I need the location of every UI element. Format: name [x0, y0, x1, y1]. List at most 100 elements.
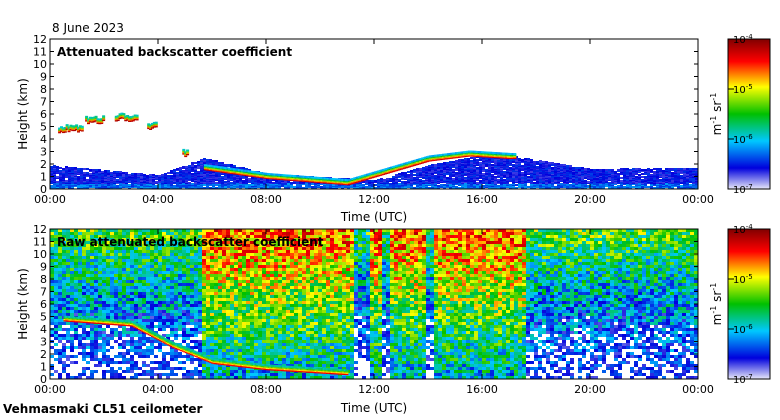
backscatter-cell — [54, 301, 58, 304]
backscatter-cell — [173, 175, 176, 177]
backscatter-cell — [566, 167, 569, 169]
backscatter-cell — [74, 178, 77, 180]
cloud-cell — [120, 116, 124, 119]
backscatter-cell — [170, 182, 173, 184]
cloud-cell — [135, 114, 139, 117]
backscatter-cell — [212, 160, 215, 162]
backscatter-cell — [50, 364, 54, 367]
cloud-cell — [133, 115, 137, 118]
cloud-cell — [450, 152, 454, 155]
cloud-cell — [126, 114, 130, 117]
cloud-cell — [86, 120, 90, 123]
backscatter-cell — [458, 174, 461, 176]
backscatter-cell — [203, 172, 206, 174]
backscatter-cell — [650, 174, 653, 176]
cloud-cell — [487, 151, 491, 154]
backscatter-cell — [683, 184, 686, 186]
backscatter-cell — [143, 178, 146, 180]
cloud-cell — [78, 125, 82, 128]
backscatter-cell — [92, 169, 95, 171]
backscatter-cell — [66, 301, 70, 304]
backscatter-cell — [638, 181, 641, 183]
cloud-cell — [388, 167, 392, 170]
backscatter-cell — [527, 158, 530, 160]
cloud-cell — [276, 173, 280, 176]
backscatter-cell — [62, 171, 65, 173]
backscatter-cell — [428, 177, 431, 179]
backscatter-cell — [95, 171, 98, 173]
backscatter-cell — [50, 292, 54, 295]
backscatter-cell — [104, 173, 107, 175]
backscatter-cell — [167, 172, 170, 174]
backscatter-cell — [77, 186, 80, 188]
cloud-cell — [124, 119, 128, 122]
backscatter-cell — [74, 310, 78, 313]
backscatter-cell — [152, 182, 155, 184]
backscatter-cell — [70, 229, 74, 232]
cloud-cell — [182, 151, 186, 154]
backscatter-cell — [66, 307, 70, 310]
backscatter-cell — [58, 328, 62, 331]
cloud-cell — [294, 175, 298, 178]
cloud-cell — [88, 119, 92, 122]
backscatter-cell — [554, 177, 557, 179]
backscatter-cell — [92, 177, 95, 179]
backscatter-cell — [416, 185, 419, 187]
backscatter-cell — [455, 165, 458, 167]
backscatter-cell — [647, 168, 650, 170]
cloud-cell — [128, 119, 132, 122]
backscatter-cell — [62, 334, 66, 337]
backscatter-cell — [248, 186, 251, 188]
cloud-cell — [231, 168, 235, 171]
cloud-cell — [77, 129, 80, 132]
backscatter-cell — [413, 177, 416, 179]
backscatter-cell — [386, 178, 389, 180]
backscatter-cell — [58, 283, 62, 286]
backscatter-cell — [602, 169, 605, 171]
backscatter-cell — [515, 158, 518, 160]
backscatter-cell — [527, 169, 530, 171]
backscatter-cell — [416, 168, 419, 170]
backscatter-cell — [70, 310, 74, 313]
cloud-cell — [336, 178, 340, 181]
backscatter-cell — [536, 161, 539, 163]
backscatter-cell — [66, 328, 70, 331]
backscatter-cell — [443, 168, 446, 170]
cloud-cell — [480, 151, 484, 154]
backscatter-cell — [86, 172, 89, 174]
backscatter-cell — [458, 183, 461, 185]
backscatter-cell — [62, 280, 66, 283]
backscatter-cell — [74, 262, 78, 265]
cloud-cell — [233, 168, 237, 171]
backscatter-cell — [650, 187, 653, 189]
cloud-cell — [427, 155, 431, 158]
backscatter-cell — [176, 168, 179, 170]
cloud-cell — [118, 117, 122, 120]
cloud-cell — [314, 176, 318, 179]
backscatter-cell — [572, 172, 575, 174]
backscatter-cell — [224, 177, 227, 179]
backscatter-cell — [497, 174, 500, 176]
cloud-cell — [425, 156, 429, 159]
cloud-cell — [445, 153, 449, 156]
backscatter-cell — [605, 177, 608, 179]
backscatter-cell — [443, 162, 446, 164]
backscatter-cell — [77, 176, 80, 178]
cloud-cell — [433, 154, 437, 157]
backscatter-cell — [200, 170, 203, 172]
backscatter-cell — [66, 358, 70, 361]
backscatter-cell — [66, 280, 70, 283]
y-tick-label: 6 — [40, 108, 47, 121]
backscatter-cell — [452, 175, 455, 177]
backscatter-cell — [578, 179, 581, 181]
backscatter-cell — [605, 183, 608, 185]
backscatter-cell — [58, 259, 62, 262]
backscatter-cell — [542, 172, 545, 174]
cloud-cell — [263, 172, 267, 175]
backscatter-cell — [206, 170, 209, 172]
x-axis-label: Time (UTC) — [340, 210, 407, 224]
backscatter-cell — [70, 286, 74, 289]
backscatter-cell — [404, 181, 407, 183]
backscatter-cell — [521, 174, 524, 176]
backscatter-cell — [533, 168, 536, 170]
